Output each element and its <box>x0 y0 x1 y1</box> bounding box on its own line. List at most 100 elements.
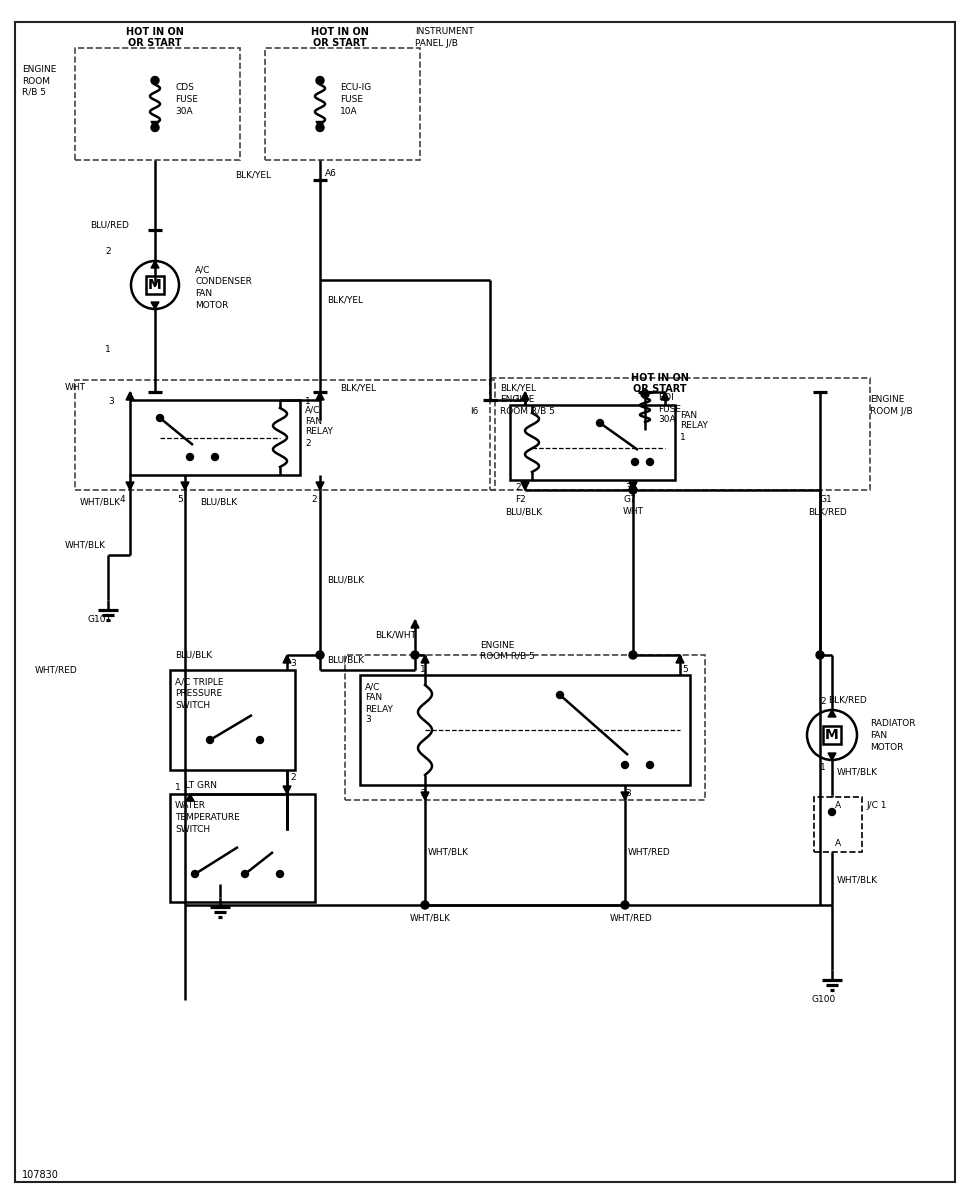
Text: I6: I6 <box>470 408 479 416</box>
Text: WHT/BLK: WHT/BLK <box>65 540 106 550</box>
Text: ENGINE: ENGINE <box>22 66 56 74</box>
Circle shape <box>211 454 219 461</box>
Text: BLU/BLK: BLU/BLK <box>327 576 364 584</box>
Bar <box>345 655 705 800</box>
Circle shape <box>629 486 637 494</box>
Polygon shape <box>828 754 836 760</box>
Polygon shape <box>828 710 836 716</box>
Text: G7: G7 <box>623 496 635 504</box>
Polygon shape <box>629 482 637 490</box>
Polygon shape <box>421 655 429 662</box>
Polygon shape <box>283 655 291 662</box>
Text: RDI: RDI <box>658 394 673 402</box>
Polygon shape <box>641 420 649 426</box>
Text: A/C: A/C <box>305 406 320 414</box>
Bar <box>360 674 690 785</box>
Text: WHT/RED: WHT/RED <box>35 666 78 674</box>
Text: 1: 1 <box>175 784 181 792</box>
Text: 10A: 10A <box>340 108 358 116</box>
Text: A/C TRIPLE: A/C TRIPLE <box>175 678 224 686</box>
Polygon shape <box>316 392 324 400</box>
Circle shape <box>187 454 194 461</box>
Text: LT GRN: LT GRN <box>185 780 217 790</box>
Text: 1: 1 <box>305 397 310 407</box>
Text: 2: 2 <box>515 484 521 492</box>
Text: 5: 5 <box>177 496 183 504</box>
Circle shape <box>828 809 836 816</box>
Bar <box>75 48 240 160</box>
Text: CONDENSER: CONDENSER <box>195 277 252 287</box>
Circle shape <box>621 901 629 910</box>
Text: BLK/RED: BLK/RED <box>808 508 847 516</box>
Text: BLU/BLK: BLU/BLK <box>327 655 364 665</box>
Circle shape <box>421 901 429 910</box>
Polygon shape <box>151 302 159 308</box>
Polygon shape <box>316 482 324 490</box>
Text: R/B 5: R/B 5 <box>22 88 46 96</box>
Text: RELAY: RELAY <box>680 421 708 431</box>
Text: WHT/RED: WHT/RED <box>610 913 653 923</box>
Circle shape <box>622 762 629 768</box>
Text: A6: A6 <box>325 169 337 179</box>
Bar <box>146 276 164 294</box>
Polygon shape <box>411 620 419 628</box>
Text: G101: G101 <box>88 616 112 624</box>
Text: BLK/YEL: BLK/YEL <box>235 170 271 180</box>
Text: MOTOR: MOTOR <box>870 743 903 751</box>
Text: WHT/BLK: WHT/BLK <box>837 768 878 776</box>
Circle shape <box>646 762 654 768</box>
Text: WHT/BLK: WHT/BLK <box>410 913 451 923</box>
Polygon shape <box>621 792 629 800</box>
Text: 3: 3 <box>365 715 371 725</box>
Text: BLK/WHT: BLK/WHT <box>375 630 416 640</box>
Text: FUSE: FUSE <box>175 96 198 104</box>
Text: 1: 1 <box>420 665 426 673</box>
Text: FUSE: FUSE <box>340 96 363 104</box>
Text: BLK/RED: BLK/RED <box>828 696 867 704</box>
Text: BLU/BLK: BLU/BLK <box>175 650 212 660</box>
Text: 3: 3 <box>625 484 631 492</box>
Text: BLK/YEL: BLK/YEL <box>327 295 363 305</box>
Circle shape <box>411 650 419 659</box>
Text: 3: 3 <box>108 397 114 407</box>
Text: 1: 1 <box>515 395 521 403</box>
Text: A/C: A/C <box>365 683 380 691</box>
Text: 107830: 107830 <box>22 1170 59 1180</box>
Circle shape <box>629 650 637 659</box>
Circle shape <box>596 420 603 426</box>
Text: OR START: OR START <box>128 38 182 48</box>
Bar <box>75 380 495 490</box>
Polygon shape <box>421 792 429 800</box>
Text: 1: 1 <box>105 346 111 354</box>
Polygon shape <box>151 121 159 127</box>
Bar <box>822 726 842 744</box>
Text: 4: 4 <box>120 496 126 504</box>
Text: FAN: FAN <box>195 289 212 299</box>
Circle shape <box>157 414 163 421</box>
Text: ECU-IG: ECU-IG <box>340 84 372 92</box>
Text: WHT: WHT <box>65 384 86 392</box>
Text: WHT/BLK: WHT/BLK <box>837 876 878 884</box>
Bar <box>490 378 870 490</box>
Text: J/C 1: J/C 1 <box>866 800 886 810</box>
Bar <box>130 400 300 475</box>
Polygon shape <box>283 822 291 830</box>
Circle shape <box>316 77 324 84</box>
Circle shape <box>241 870 248 877</box>
Text: A/C: A/C <box>195 265 210 275</box>
Circle shape <box>131 260 179 308</box>
Text: RELAY: RELAY <box>305 427 333 437</box>
Circle shape <box>631 458 638 466</box>
Circle shape <box>641 390 649 398</box>
Text: 3: 3 <box>625 788 631 798</box>
Text: INSTRUMENT: INSTRUMENT <box>415 28 474 36</box>
Text: A: A <box>835 800 841 810</box>
Text: M: M <box>148 278 162 292</box>
Text: RADIATOR: RADIATOR <box>870 719 916 727</box>
Text: FAN: FAN <box>365 694 382 702</box>
Text: 5: 5 <box>682 665 688 673</box>
Circle shape <box>816 650 824 659</box>
Text: M: M <box>825 728 839 742</box>
Text: 30A: 30A <box>175 108 193 116</box>
Circle shape <box>557 691 563 698</box>
